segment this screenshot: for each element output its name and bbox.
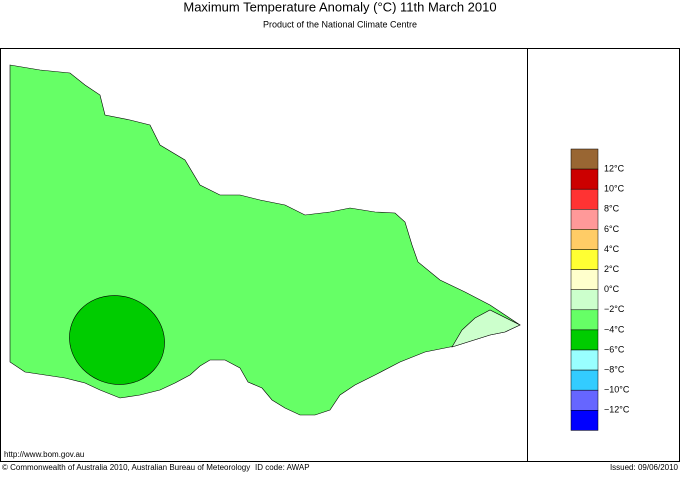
- legend-swatch: [570, 309, 599, 331]
- legend-label: −10°C: [604, 385, 630, 395]
- issued: Issued: 09/06/2010: [610, 463, 679, 472]
- subtitle: Product of the National Climate Centre: [263, 19, 417, 29]
- legend-swatch: [570, 410, 599, 431]
- legend-label: −6°C: [604, 344, 625, 354]
- legend-swatch: [570, 229, 599, 250]
- id-code: ID code: AWAP: [255, 463, 310, 472]
- url: http://www.bom.gov.au: [4, 450, 84, 459]
- legend-label: 6°C: [604, 224, 620, 234]
- legend-label: −8°C: [604, 364, 625, 374]
- legend-swatch: [570, 369, 599, 391]
- legend-swatch: [570, 209, 599, 230]
- legend-label: 2°C: [604, 264, 620, 274]
- copyright: © Commonwealth of Australia 2010, Austra…: [2, 463, 250, 472]
- legend-swatch: [570, 188, 599, 210]
- legend-swatch: [570, 349, 599, 371]
- legend-label: 4°C: [604, 244, 620, 254]
- cool-patch-east: [451, 309, 521, 348]
- legend-label: 0°C: [604, 284, 620, 294]
- legend-swatch: [570, 148, 599, 170]
- legend-swatch: [570, 249, 599, 270]
- legend-swatch: [570, 389, 599, 411]
- legend-label: 12°C: [604, 163, 625, 173]
- legend-label: −4°C: [604, 324, 625, 334]
- legend-swatch: [570, 269, 599, 290]
- legend-swatch: [570, 289, 599, 311]
- legend-label: −2°C: [604, 304, 625, 314]
- legend-label: 8°C: [604, 204, 620, 214]
- cold-patch-west: [69, 295, 165, 385]
- legend-swatch: [570, 329, 599, 351]
- title: Maximum Temperature Anomaly (°C) 11th Ma…: [183, 0, 496, 14]
- legend-label: −12°C: [604, 405, 630, 415]
- legend-swatch: [570, 168, 599, 190]
- legend-label: 10°C: [604, 184, 625, 194]
